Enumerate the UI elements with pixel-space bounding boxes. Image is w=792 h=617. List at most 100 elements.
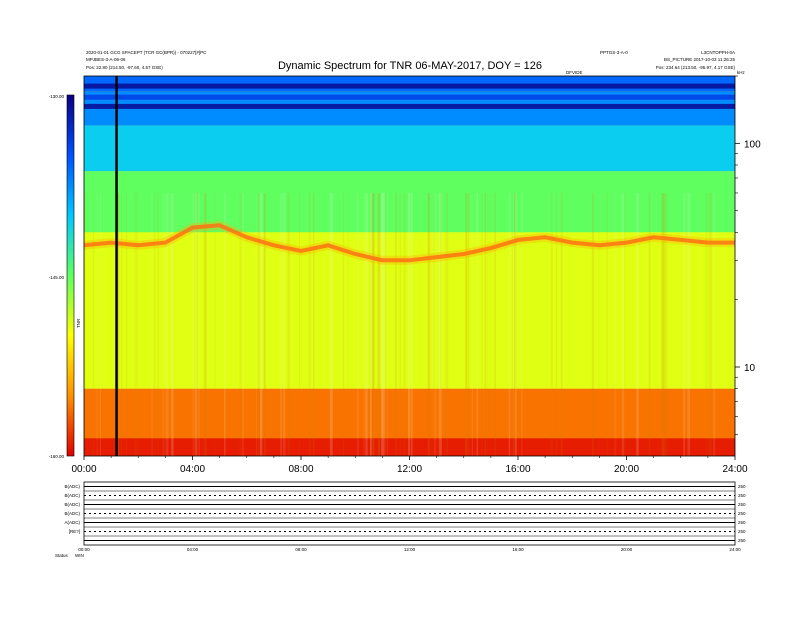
khz-unit-label: kHz bbox=[737, 70, 745, 75]
spectrum-texture-column bbox=[438, 192, 442, 456]
spectrum-texture-column bbox=[606, 192, 609, 456]
spectrum-texture-column bbox=[166, 192, 170, 456]
header-right-line1: PPTGS-3-A-0 bbox=[600, 50, 628, 55]
spectrum-texture-column bbox=[555, 192, 558, 456]
panel-label: B(ADC) bbox=[65, 511, 81, 516]
x-tick-label: 24:00 bbox=[722, 464, 747, 475]
spectrum-texture-column bbox=[427, 192, 430, 456]
spectrum-texture-column bbox=[121, 192, 123, 456]
spectrogram-plot: 00:00 04:00 08:00 12:00 16:00 20:00 24:00 100 1… bbox=[71, 75, 761, 475]
spectrum-texture-column bbox=[376, 192, 380, 456]
spectrum-texture-column bbox=[203, 192, 206, 456]
spectrum-texture-column bbox=[134, 192, 137, 456]
chart-title: Dynamic Spectrum for TNR 06-MAY-2017, DO… bbox=[278, 60, 542, 72]
spectrum-texture-column bbox=[257, 192, 261, 456]
x-tick-label: 04:00 bbox=[180, 464, 205, 475]
spectrum-texture-column bbox=[598, 192, 600, 456]
panel-x-tick-label: 08:00 bbox=[295, 547, 307, 552]
spectrum-texture-column bbox=[192, 192, 194, 456]
spectrum-stripe-1 bbox=[84, 94, 735, 100]
spectrum-texture-column bbox=[550, 192, 553, 456]
spectrum-texture-column bbox=[299, 192, 300, 456]
spectrum-texture-column bbox=[162, 192, 165, 456]
spectrum-texture-column bbox=[408, 192, 411, 456]
spectrum-texture-column bbox=[512, 192, 513, 456]
header-right-line2: L3CNTOPPH-0A bbox=[701, 50, 735, 55]
spectrum-texture-column bbox=[624, 192, 626, 456]
spectrum-texture-column bbox=[92, 192, 94, 456]
spectrum-stripe-2 bbox=[84, 103, 735, 109]
spectrum-band-2 bbox=[84, 125, 735, 172]
spectrum-texture-column bbox=[356, 192, 359, 456]
spectrum-texture-column bbox=[433, 192, 435, 456]
spectrum-texture-column bbox=[445, 192, 446, 456]
spectrum-texture-column bbox=[377, 192, 381, 456]
spectrum-texture-column bbox=[467, 192, 470, 456]
spectrum-texture-column bbox=[465, 192, 468, 456]
plasma-line-trace bbox=[83, 223, 735, 263]
spectrum-texture-column bbox=[661, 192, 665, 456]
panel-x-tick-label: 16:00 bbox=[512, 547, 524, 552]
spectrum-texture-column bbox=[560, 192, 563, 456]
spectrum-texture-column bbox=[433, 192, 437, 456]
spectrum-texture-column bbox=[84, 192, 86, 456]
spectrum-texture-column bbox=[465, 192, 467, 456]
colorbar-unit: TNR bbox=[76, 318, 81, 328]
spectrum-band-floor bbox=[84, 438, 735, 456]
panel-label: [RE?] bbox=[69, 529, 80, 534]
panel-right-label: 250 bbox=[738, 529, 746, 534]
panel-right-label: 250 bbox=[738, 493, 746, 498]
spectrum-texture-column bbox=[117, 192, 120, 456]
header-right-line3: BS_PICTURE 2017-10-03 11:26:25 bbox=[664, 57, 735, 62]
spectrum-texture-column bbox=[710, 192, 713, 456]
panel-right-label: 250 bbox=[738, 538, 746, 543]
x-tick-label: 00:00 bbox=[71, 464, 96, 475]
spectrum-texture-column bbox=[263, 192, 266, 456]
spectrum-texture-column bbox=[263, 192, 266, 456]
colorbar-top-label: -130.00 bbox=[49, 94, 65, 99]
spectrum-texture-column bbox=[481, 192, 483, 456]
spectrum-texture-column bbox=[370, 192, 372, 456]
spectrum-texture-column bbox=[476, 192, 479, 456]
spectrum-texture-column bbox=[440, 192, 442, 456]
spectrum-texture-column bbox=[382, 192, 386, 456]
spectrum-texture-column bbox=[508, 192, 511, 456]
spectrum-texture-column bbox=[712, 192, 716, 456]
spectrum-texture-column bbox=[342, 192, 345, 456]
spectrum-texture-column bbox=[666, 192, 669, 456]
colorbar-bottom-label: -160.00 bbox=[49, 454, 65, 459]
spectrum-texture-column bbox=[214, 192, 217, 456]
header-right-line4: Pos: 234.64 (213.50, -95.97, 4.17 GSE) bbox=[656, 65, 736, 70]
colorbar: -130.00 -145.00 -160.00 TNR bbox=[49, 94, 81, 459]
spectrum-texture-column bbox=[484, 192, 487, 456]
colorbar-gradient bbox=[66, 94, 75, 457]
spectrum-texture-column bbox=[157, 192, 159, 456]
spectrum-texture-column bbox=[372, 192, 375, 456]
spectrum-texture-column bbox=[194, 192, 198, 456]
spectrum-texture-column bbox=[347, 192, 349, 456]
spectrum-texture-column bbox=[487, 192, 489, 456]
panel-label: B(ADC) bbox=[65, 484, 81, 489]
header-left-line1: 2020-01-01 GCG SPACEPT (TCR GC(BPR)) - 0… bbox=[86, 50, 207, 55]
panel-right-label: 250 bbox=[738, 520, 746, 525]
spectrum-texture-column bbox=[137, 192, 139, 456]
spectrum-texture-column bbox=[386, 192, 388, 456]
status-value: WIN bbox=[75, 553, 84, 558]
spectrum-texture-column bbox=[591, 192, 595, 456]
spectrum-texture-column bbox=[369, 192, 373, 456]
spectrum-texture-column bbox=[512, 192, 514, 456]
spectrum-texture-column bbox=[494, 192, 496, 456]
spectrum-texture-column bbox=[427, 192, 431, 456]
spectrum-texture-column bbox=[381, 192, 383, 456]
spectrum-texture-column bbox=[365, 192, 368, 456]
spectrum-stripe-0 bbox=[84, 83, 735, 89]
spectrum-texture-column bbox=[282, 192, 286, 456]
x-tick-label: 08:00 bbox=[288, 464, 313, 475]
spectrum-texture-column bbox=[621, 192, 625, 456]
spectrum-texture-column bbox=[96, 192, 98, 456]
panel-label: B(ADC) bbox=[65, 493, 81, 498]
spectrum-texture-column bbox=[280, 192, 282, 456]
panel-right-label: 250 bbox=[738, 484, 746, 489]
spectrum-texture-column bbox=[708, 192, 711, 456]
